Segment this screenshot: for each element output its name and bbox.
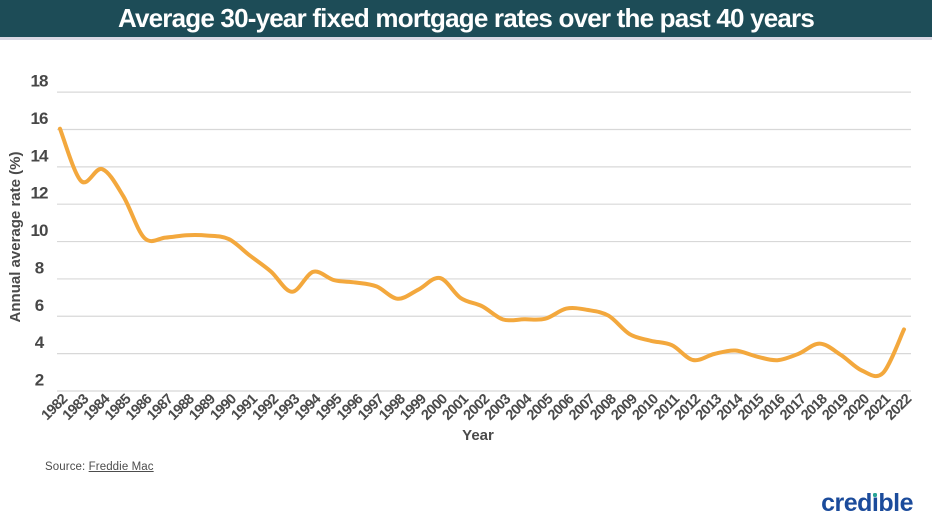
y-tick-label: 18 xyxy=(31,72,48,91)
x-tick-label: 2022 xyxy=(883,391,916,424)
x-axis-title: Year xyxy=(462,427,494,444)
logo-letter-i: ı xyxy=(871,489,879,517)
source-label: Source: xyxy=(45,461,86,473)
credible-logo: credıble xyxy=(821,490,913,516)
chart-title-bar: Average 30-year fixed mortgage rates ove… xyxy=(0,0,932,40)
y-tick-label: 8 xyxy=(35,258,44,277)
chart-title: Average 30-year fixed mortgage rates ove… xyxy=(117,3,815,33)
y-tick-label: 2 xyxy=(35,371,44,390)
source-link[interactable]: Freddie Mac xyxy=(88,461,154,473)
y-tick-label: 16 xyxy=(31,109,48,128)
y-axis-title: Annual average rate (%) xyxy=(7,152,24,323)
logo-text-pre: cred xyxy=(821,489,872,517)
y-tick-label: 14 xyxy=(31,146,49,165)
source-note: Source: Freddie Mac xyxy=(45,461,154,473)
logo-text-post: ble xyxy=(878,489,913,517)
y-tick-label: 12 xyxy=(31,184,48,203)
y-tick-label: 4 xyxy=(35,333,45,352)
rate-line xyxy=(58,126,906,379)
y-tick-label: 10 xyxy=(31,221,48,240)
y-tick-label: 6 xyxy=(35,296,44,315)
